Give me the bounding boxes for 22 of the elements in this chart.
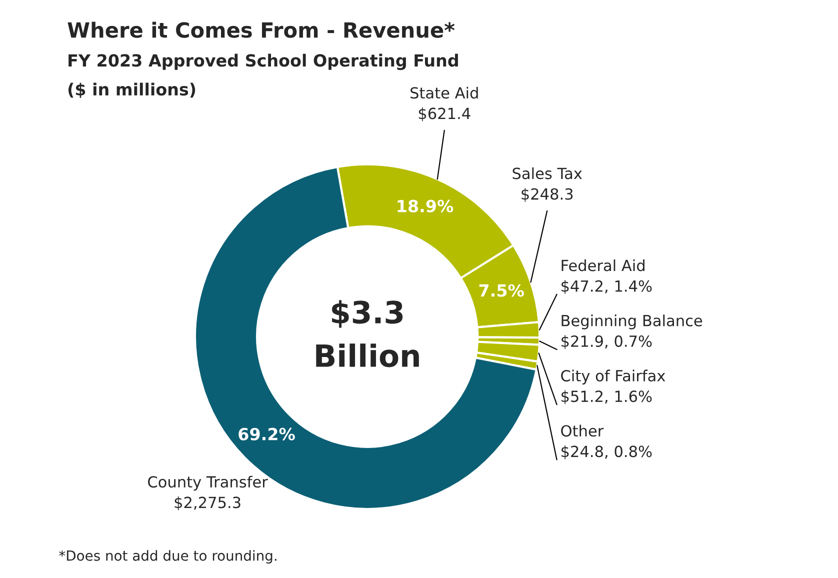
slice-label: County Transfer <box>148 476 268 491</box>
data-label: $47.2, 1.4% <box>562 280 652 294</box>
data-label: $621.4 <box>418 107 470 122</box>
data-label: $21.9, 0.7% <box>562 335 652 350</box>
text: $3.3 Billion <box>316 300 419 368</box>
text: 18.9% <box>398 200 454 212</box>
text: ($ in millions) <box>68 82 196 98</box>
data-label: $248.3 <box>522 188 573 202</box>
slice-label: Federal Aid <box>562 259 644 272</box>
text: 69.2% <box>238 428 295 440</box>
data-label: $24.8, 0.8% <box>562 445 652 460</box>
slice-label: Sales Tax <box>512 167 582 180</box>
text: 7.5% <box>479 284 524 297</box>
slice-label: Other <box>561 424 604 437</box>
slice-label: State Aid <box>410 86 478 99</box>
chart-title: Where it Comes From - Revenue* <box>68 22 455 38</box>
data-label: $51.2, 1.6% <box>562 390 652 404</box>
text: *Does not add due to rounding. <box>59 550 276 564</box>
data-label: $2,275.3 <box>174 496 240 510</box>
chart-subtitle: FY 2023 Approved School Operating Fund <box>68 54 458 70</box>
slice-label: City of Fairfax <box>561 370 666 384</box>
slice-label: Beginning Balance <box>562 314 702 330</box>
